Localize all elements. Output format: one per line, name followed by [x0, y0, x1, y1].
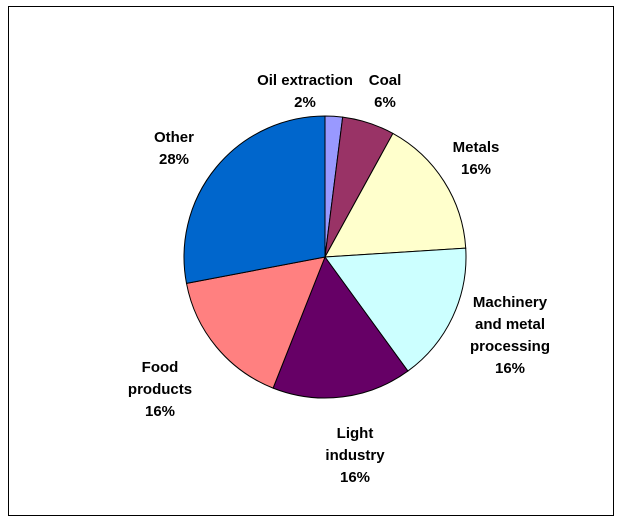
data-label-machinery-and-metal-processing: Machinery and metal processing 16% [470, 294, 550, 377]
data-label-coal: Coal 6% [369, 72, 402, 111]
pie-slice-metals [324, 132, 467, 258]
pie-slice-other [183, 115, 326, 285]
pie-slice-food-products [185, 256, 326, 389]
pie-slice-light-industry [272, 255, 409, 399]
pie-slice-machinery-and-metal-processing [324, 247, 467, 372]
data-label-oil-extraction: Oil extraction 2% [257, 72, 353, 111]
data-label-metals: Metals 16% [453, 139, 500, 178]
data-label-food-products: Food products 16% [128, 359, 192, 420]
data-label-light-industry: Light industry 16% [325, 425, 385, 486]
data-label-other: Other 28% [154, 129, 194, 168]
